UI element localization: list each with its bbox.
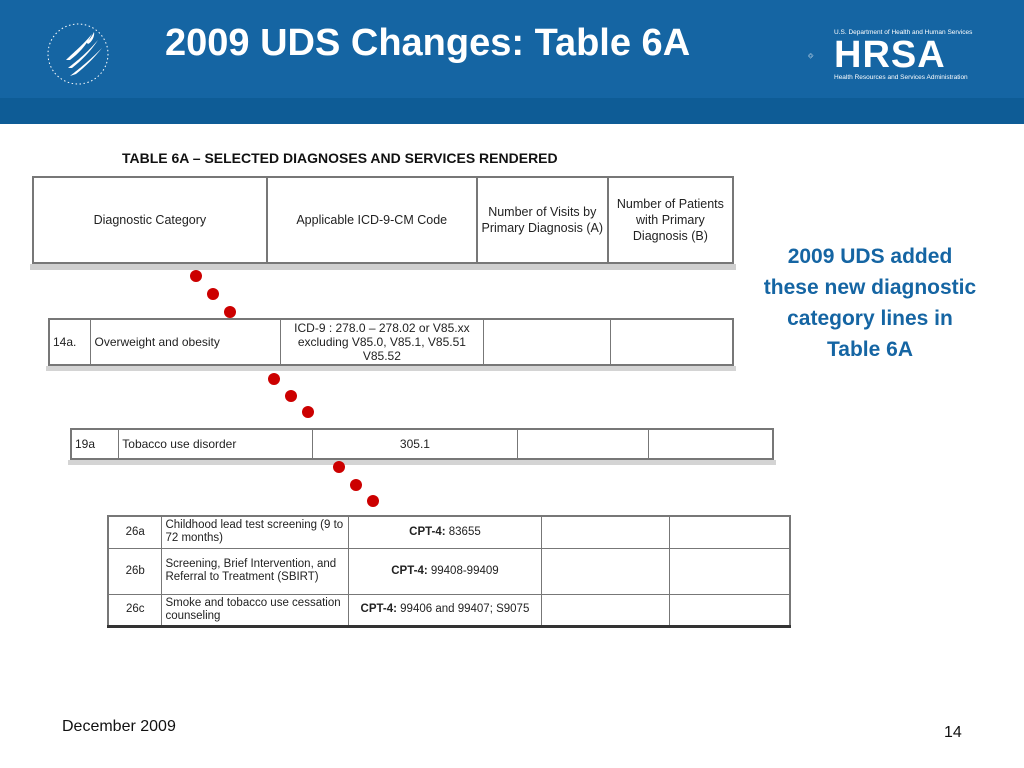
row-code: CPT-4: 99408-99409 [348, 547, 542, 595]
row-line-number: 19a [70, 428, 120, 460]
row-patients-cell [668, 547, 791, 595]
row-visits-cell [540, 547, 670, 595]
continuation-dot [333, 461, 345, 473]
code-value: 99408-99409 [427, 564, 499, 577]
continuation-dot [302, 406, 314, 418]
row-shadow [68, 460, 776, 465]
header-visits: Number of Visits by Primary Diagnosis (A… [475, 176, 609, 264]
code-value: 83655 [445, 525, 481, 538]
code-prefix: CPT-4: [409, 525, 446, 538]
header-patients: Number of Patients with Primary Diagnosi… [606, 176, 735, 264]
continuation-dot [367, 495, 379, 507]
row-patients-cell [609, 318, 734, 366]
continuation-dot [268, 373, 280, 385]
page-number: 14 [944, 724, 962, 741]
code-value: 99406 and 99407; S9075 [396, 603, 530, 615]
code-prefix: CPT-4: [391, 564, 428, 577]
hhs-eagle-icon [47, 23, 109, 85]
continuation-dot [350, 479, 362, 491]
row-patients-cell [668, 515, 791, 549]
row-line-number: 14a. [48, 318, 92, 366]
row-patients-cell [648, 428, 774, 460]
title-bar-stripe [0, 98, 1024, 124]
footer-date: December 2009 [62, 718, 176, 735]
hrsa-agency-text: Health Resources and Services Administra… [834, 74, 968, 81]
row-visits-cell [540, 593, 670, 627]
row-code: CPT-4: 83655 [348, 515, 542, 549]
row-code: 305.1 [312, 428, 518, 460]
row-line-number: 26c [107, 593, 163, 627]
row-visits-cell [516, 428, 650, 460]
row-19a-table: 19a Tobacco use disorder 305.1 [70, 428, 774, 460]
header-code: Applicable ICD-9-CM Code [265, 176, 478, 264]
row-patients-cell [668, 593, 791, 627]
continuation-dot [207, 288, 219, 300]
rows-26-table: 26a Childhood lead test screening (9 to … [107, 515, 791, 628]
row-code: CPT-4: 99406 and 99407; S9075 [348, 593, 542, 627]
row-visits-cell [540, 515, 670, 549]
table-title: TABLE 6A – SELECTED DIAGNOSES AND SERVIC… [122, 150, 558, 166]
row-line-number: 26a [107, 515, 163, 549]
hrsa-emblem-icon [808, 52, 814, 59]
title-bar [0, 0, 1024, 98]
continuation-dot [224, 306, 236, 318]
slide-title: 2009 UDS Changes: Table 6A [165, 22, 691, 64]
row-visits-cell [483, 318, 611, 366]
row-14a-table: 14a. Overweight and obesity ICD-9 : 278.… [48, 318, 734, 366]
header-shadow [30, 264, 736, 270]
header-category: Diagnostic Category [32, 176, 268, 264]
row-category: Screening, Brief Intervention, and Refer… [161, 547, 350, 595]
callout-note: 2009 UDS added these new diagnostic cate… [763, 245, 977, 361]
code-prefix: CPT-4: [360, 603, 397, 615]
table-header: Diagnostic Category Applicable ICD-9-CM … [32, 176, 735, 264]
row-line-number: 26b [107, 547, 163, 595]
continuation-dot [285, 390, 297, 402]
row-shadow [46, 366, 736, 371]
continuation-dot [190, 270, 202, 282]
hrsa-department-text: U.S. Department of Health and Human Serv… [834, 29, 973, 36]
row-category: Overweight and obesity [90, 318, 281, 366]
row-category: Smoke and tobacco use cessation counseli… [161, 593, 350, 627]
row-category: Childhood lead test screening (9 to 72 m… [161, 515, 350, 549]
row-code: ICD-9 : 278.0 – 278.02 or V85.xx excludi… [279, 318, 485, 366]
hrsa-wordmark: HRSA [834, 34, 946, 76]
row-category: Tobacco use disorder [118, 428, 314, 460]
